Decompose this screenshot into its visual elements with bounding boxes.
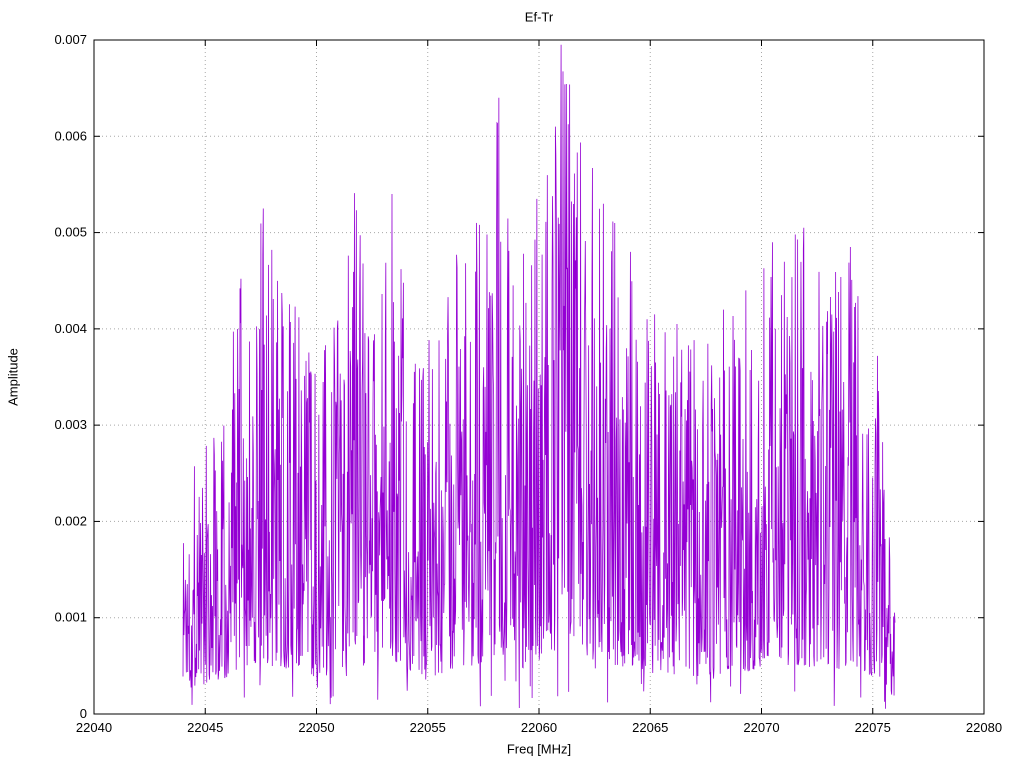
y-tick-label: 0.004 (54, 321, 87, 336)
x-axis-label: Freq [MHz] (506, 741, 572, 757)
x-tick-label: 22060 (521, 720, 557, 735)
chart-title: Ef-Tr (524, 9, 554, 25)
y-tick-label: 0 (80, 706, 87, 721)
y-tick-label: 0.001 (54, 610, 87, 625)
spectrum-series (182, 44, 896, 709)
x-tick-label: 22065 (632, 720, 668, 735)
y-tick-label: 0.002 (54, 513, 87, 528)
x-tick-label: 22055 (410, 720, 446, 735)
x-tick-label: 22080 (966, 720, 1002, 735)
x-tick-label: 22050 (298, 720, 334, 735)
y-tick-labels: 0 0.001 0.002 0.003 0.004 0.005 0.006 0.007 (54, 32, 87, 721)
y-tick-label: 0.003 (54, 417, 87, 432)
x-tick-label: 22075 (855, 720, 891, 735)
y-tick-label: 0.007 (54, 32, 87, 47)
y-tick-label: 0.005 (54, 225, 87, 240)
x-tick-label: 22045 (187, 720, 223, 735)
y-tick-label: 0.006 (54, 128, 87, 143)
x-tick-labels: 22040 22045 22050 22055 22060 22065 22070 22075… (76, 720, 1002, 735)
tick-marks (93, 39, 985, 715)
x-tick-label: 22070 (743, 720, 779, 735)
x-tick-label: 22040 (76, 720, 112, 735)
